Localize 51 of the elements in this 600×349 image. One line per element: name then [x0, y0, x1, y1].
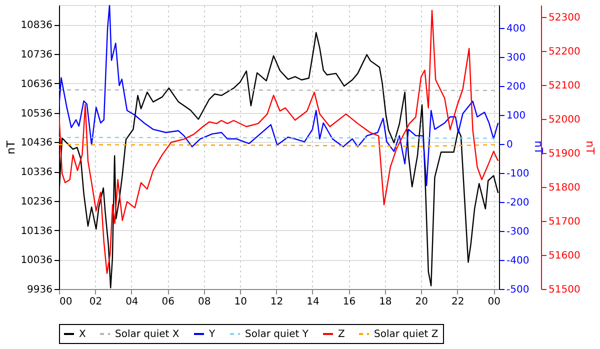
y3-axis-title: nT	[583, 140, 596, 155]
legend-label: Y	[208, 329, 216, 340]
x-tick-label: 16	[342, 296, 356, 308]
legend-label: X	[79, 329, 86, 340]
legend-label: Z	[338, 329, 345, 340]
y2-tick-label: -200	[506, 198, 530, 209]
x-tick-label: 12	[270, 296, 284, 308]
y-tick-label: 10436	[20, 138, 52, 149]
x-tick-label: 00	[488, 296, 500, 308]
y3-tick-label: 51800	[548, 182, 580, 194]
y3-tick-label: 52100	[548, 80, 580, 92]
y-tick-label: 10536	[20, 108, 52, 120]
y-tick-label: 10236	[20, 196, 52, 208]
y3-tick-label: 52300	[548, 12, 580, 24]
y3-tick-label: 51900	[548, 148, 580, 160]
x-tick-label: 18	[379, 296, 392, 308]
y3-tick-label: 52000	[548, 114, 580, 126]
x-tick-label: 02	[89, 296, 102, 308]
y-tick-label: 10736	[20, 50, 52, 61]
y2-tick-label: 300	[506, 52, 526, 64]
x-tick-label: 06	[162, 296, 175, 308]
y-axis-title: nT	[4, 140, 18, 154]
y-tick-label: 10036	[20, 255, 52, 266]
y2-tick-label: 0	[506, 140, 513, 151]
x-tick-label: 14	[306, 296, 320, 308]
y2-tick-label: 100	[506, 110, 526, 122]
y2-tick-label: 400	[506, 24, 526, 35]
y3-tick-label: 51600	[548, 250, 580, 262]
x-tick-label: 10	[234, 296, 247, 308]
y2-tick-label: -300	[506, 226, 530, 238]
legend-label: Solar quiet X	[115, 329, 180, 340]
y2-tick-label: -500	[506, 284, 530, 296]
legend-label: Solar quiet Y	[245, 329, 310, 340]
y-tick-label: 10836	[20, 20, 52, 32]
x-tick-label: 04	[126, 296, 138, 308]
x-tick-label: 00	[60, 296, 72, 308]
y-tick-label: 10636	[20, 78, 52, 90]
y-tick-label: 10136	[20, 226, 52, 237]
y3-tick-label: 51700	[548, 216, 580, 228]
y3-tick-label: 51500	[548, 284, 580, 296]
y2-tick-label: 200	[506, 82, 526, 93]
line-series	[59, 5, 499, 186]
x-tick-label: 08	[198, 296, 211, 308]
y-tick-label: 10336	[20, 167, 52, 178]
y-tick-label: 9936	[27, 284, 52, 296]
x-tick-label: 20	[415, 296, 428, 308]
x-tick-label: 22	[451, 296, 464, 308]
y3-tick-label: 52200	[548, 46, 580, 58]
y2-tick-label: -400	[506, 256, 530, 267]
y2-tick-label: -100	[506, 168, 530, 180]
legend-label: Solar quiet Z	[374, 329, 438, 340]
